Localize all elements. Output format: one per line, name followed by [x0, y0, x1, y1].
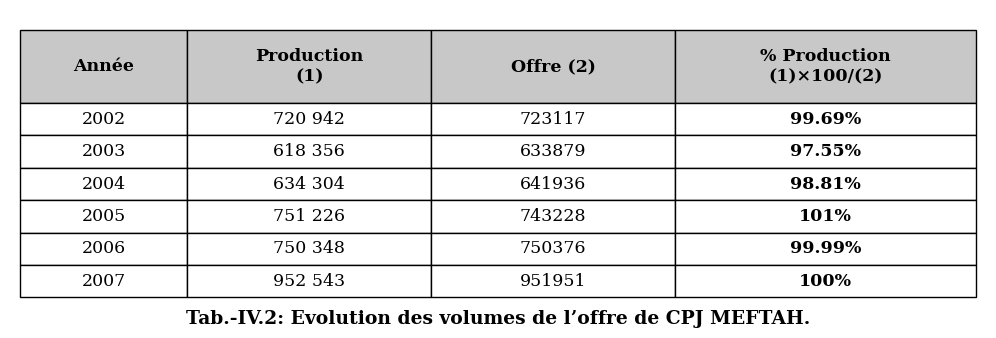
Bar [675, 103, 976, 136]
Text: 98.81%: 98.81% [790, 175, 861, 193]
Bar [187, 233, 431, 265]
Bar [431, 30, 675, 103]
Bar [675, 265, 976, 297]
Text: Production
(1): Production (1) [255, 48, 364, 85]
Text: 751 226: 751 226 [273, 208, 346, 225]
Bar [431, 168, 675, 200]
Text: 99.69%: 99.69% [790, 111, 862, 128]
Bar [20, 265, 187, 297]
Text: % Production
(1)×100/(2): % Production (1)×100/(2) [760, 48, 890, 85]
Text: 618 356: 618 356 [273, 143, 345, 160]
Bar [20, 200, 187, 233]
Bar [431, 265, 675, 297]
Bar [187, 103, 431, 136]
Bar [675, 168, 976, 200]
Text: 2002: 2002 [82, 111, 125, 128]
Text: 743228: 743228 [520, 208, 587, 225]
Text: 750 348: 750 348 [273, 240, 345, 257]
Bar [431, 136, 675, 168]
Text: Année: Année [73, 58, 134, 75]
Text: 634 304: 634 304 [273, 175, 345, 193]
Text: 100%: 100% [799, 273, 852, 290]
Bar [675, 136, 976, 168]
Bar [431, 233, 675, 265]
Bar [675, 200, 976, 233]
Bar [20, 233, 187, 265]
Text: 101%: 101% [799, 208, 852, 225]
Text: Offre (2): Offre (2) [511, 58, 596, 75]
Bar [675, 30, 976, 103]
Bar [20, 30, 187, 103]
Bar [187, 200, 431, 233]
Text: 2007: 2007 [82, 273, 125, 290]
Text: 99.99%: 99.99% [790, 240, 862, 257]
Bar [20, 168, 187, 200]
Bar [187, 265, 431, 297]
Bar [675, 233, 976, 265]
Text: 750376: 750376 [520, 240, 587, 257]
Text: 720 942: 720 942 [273, 111, 346, 128]
Bar [187, 30, 431, 103]
Bar [20, 136, 187, 168]
Text: 2003: 2003 [82, 143, 125, 160]
Text: 952 543: 952 543 [273, 273, 346, 290]
Text: Tab.-IV.2: Evolution des volumes de l’offre de CPJ MEFTAH.: Tab.-IV.2: Evolution des volumes de l’of… [186, 310, 810, 329]
Text: 2005: 2005 [82, 208, 125, 225]
Bar [187, 136, 431, 168]
Text: 2004: 2004 [82, 175, 125, 193]
Text: 97.55%: 97.55% [790, 143, 861, 160]
Bar [431, 103, 675, 136]
Text: 951951: 951951 [520, 273, 587, 290]
Text: 723117: 723117 [520, 111, 587, 128]
Text: 641936: 641936 [520, 175, 586, 193]
Bar [187, 168, 431, 200]
Bar [20, 103, 187, 136]
Text: 633879: 633879 [520, 143, 587, 160]
Text: 2006: 2006 [82, 240, 125, 257]
Bar [431, 200, 675, 233]
